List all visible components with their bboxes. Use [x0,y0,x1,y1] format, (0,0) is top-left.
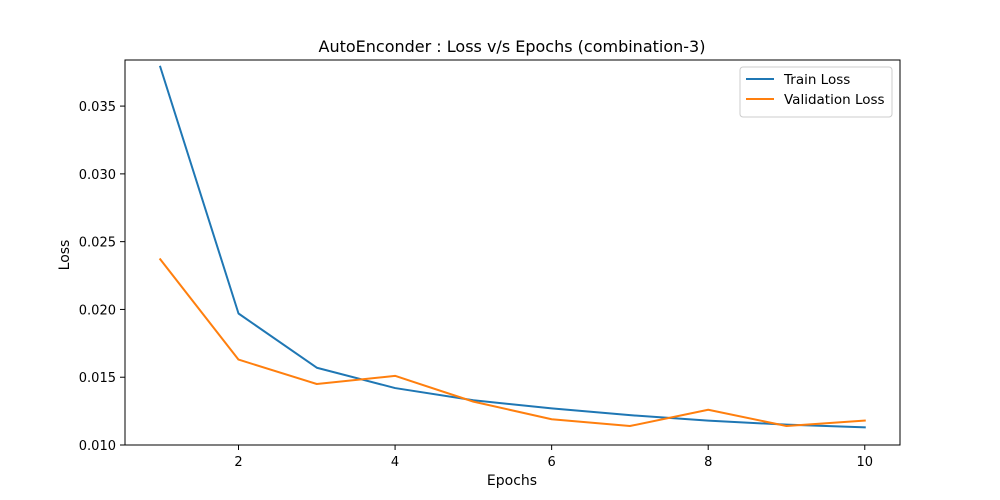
series-line-0 [158,65,866,429]
chart-title: AutoEnconder : Loss v/s Epochs (combinat… [319,37,706,56]
x-axis-label: Epochs [487,473,537,489]
plot-marks: 2 4 6 8 10 0.010 0.015 0.020 0.025 0.030 0.035 [79,65,873,470]
legend: Train Loss Validation Loss [739,66,893,118]
y-tick-label: 0.025 [79,236,116,251]
x-tick-label: 4 [391,455,399,470]
x-tick-label: 10 [856,455,873,470]
plot-frame [124,59,901,446]
legend-label: Train Loss [783,72,850,88]
y-tick-label: 0.015 [79,371,116,386]
x-tick-label: 6 [548,455,556,470]
x-tick-label: 8 [704,455,712,470]
series-line-1 [158,257,866,428]
legend-box [739,66,893,118]
y-tick-label: 0.020 [79,303,116,318]
x-tick-label: 2 [234,455,242,470]
y-tick-label: 0.035 [79,100,116,115]
legend-label: Validation Loss [784,92,885,108]
y-tick-label: 0.030 [79,168,116,183]
y-tick-label: 0.010 [79,439,116,454]
y-axis-label: Loss [57,240,73,271]
